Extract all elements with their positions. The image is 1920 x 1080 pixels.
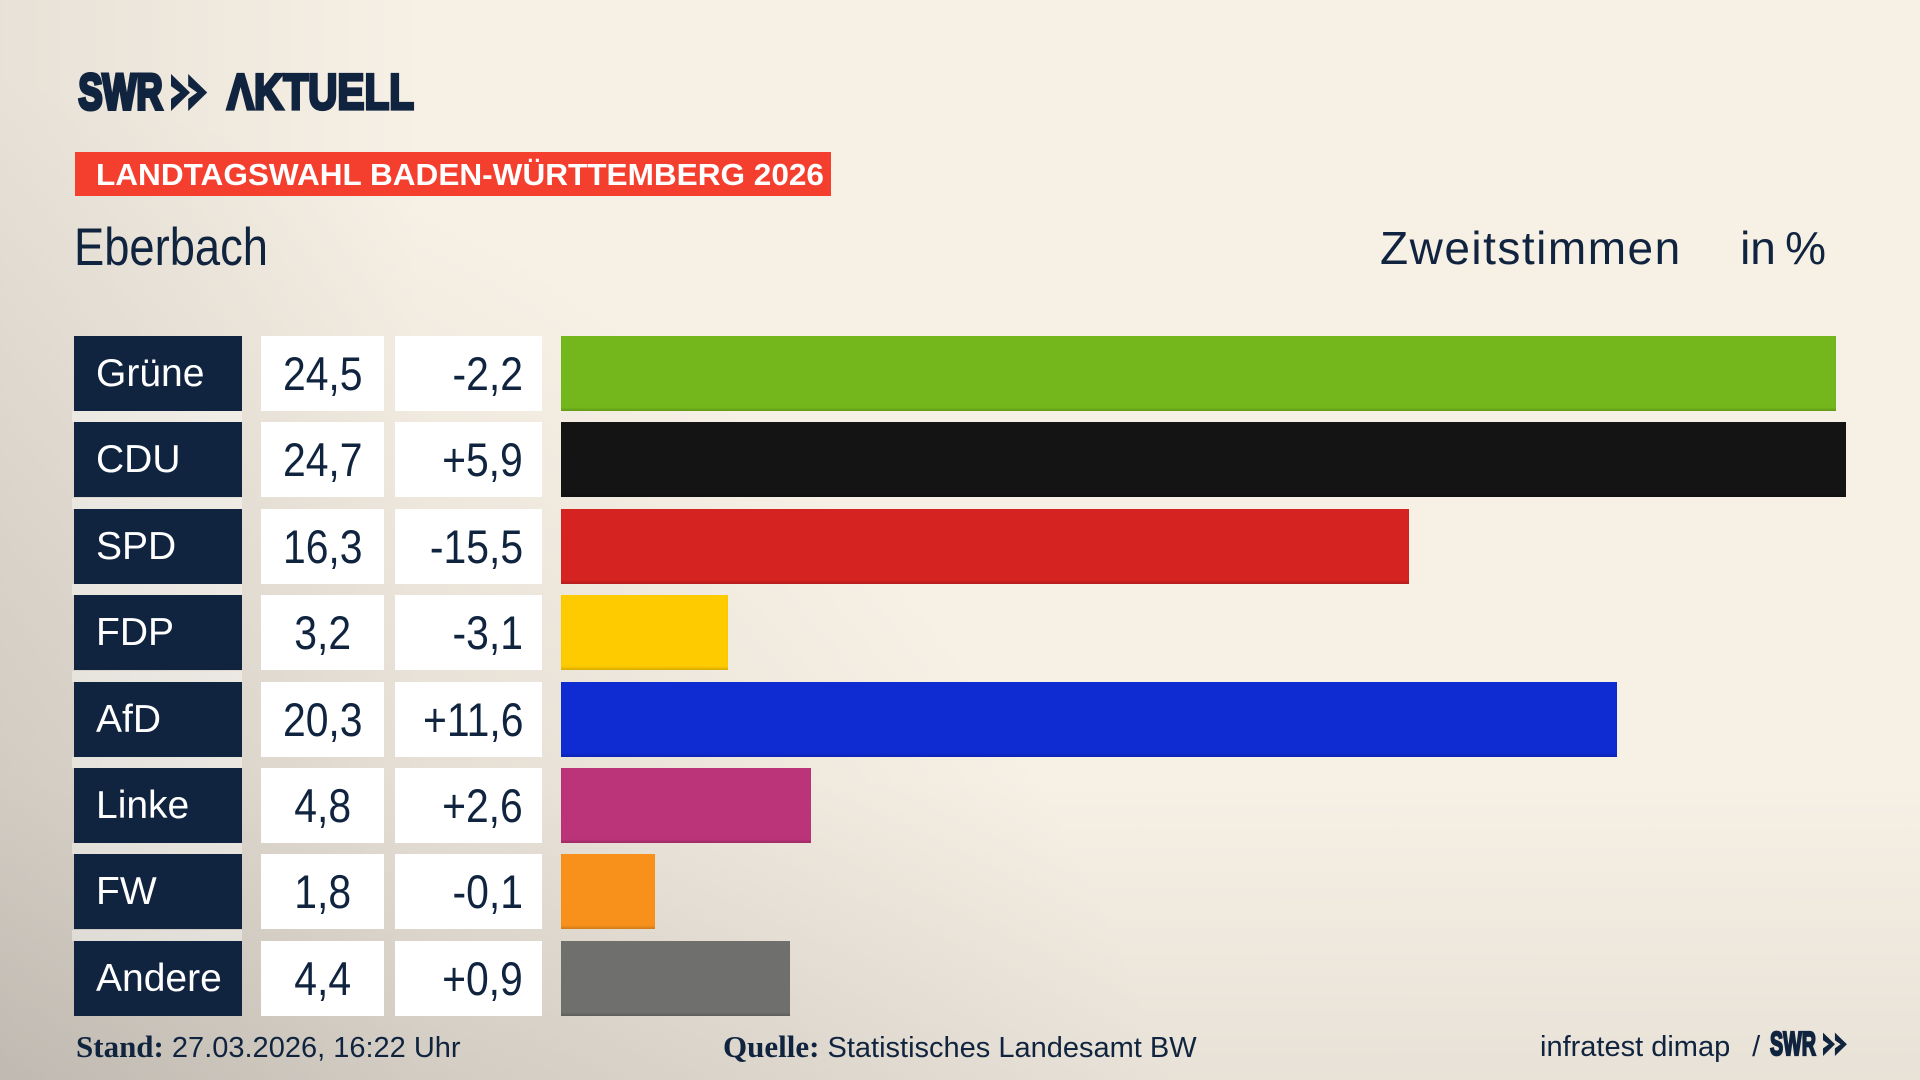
svg-text:SWR: SWR [1770,1025,1816,1062]
svg-text:SWR: SWR [79,64,163,120]
svg-text:ΛKTUELL: ΛKTUELL [227,64,414,120]
